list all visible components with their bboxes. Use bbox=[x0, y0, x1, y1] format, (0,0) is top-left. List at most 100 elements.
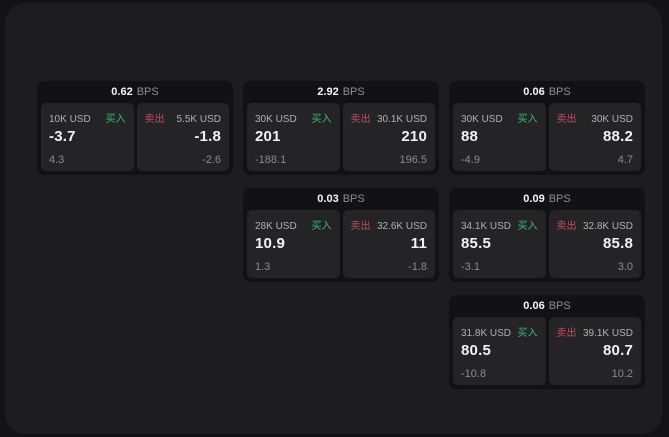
sell-quote-tile[interactable]: 卖出 30K USD 88.2 4.7 bbox=[548, 103, 641, 171]
quote-card[interactable]: 0.06 BPS 31.8K USD 买入 80.5 -10.8 卖出 39.1… bbox=[449, 295, 645, 389]
buy-price-value: 88 bbox=[461, 128, 479, 145]
spread-header: 0.06 BPS bbox=[453, 295, 641, 317]
buy-side-label: 买入 bbox=[105, 114, 126, 125]
sell-side-label: 卖出 bbox=[556, 221, 577, 232]
spread-unit-label: BPS bbox=[548, 193, 571, 205]
quote-card-body: 10K USD 买入 -3.7 4.3 卖出 5.5K USD -1.8 -2.… bbox=[41, 103, 229, 171]
quote-card-body: 34.1K USD 买入 85.5 -3.1 卖出 32.8K USD 85.8… bbox=[453, 210, 641, 278]
quote-card[interactable]: 0.62 BPS 10K USD 买入 -3.7 4.3 卖出 5.5K USD… bbox=[37, 81, 233, 175]
sell-tile-top-row: 卖出 30.1K USD bbox=[351, 110, 428, 125]
sell-size-label: 5.5K USD bbox=[176, 114, 221, 125]
buy-side-label: 买入 bbox=[311, 114, 332, 125]
spread-unit-label: BPS bbox=[548, 86, 571, 98]
buy-change-value: -4.9 bbox=[461, 154, 480, 166]
buy-tile-top-row: 28K USD 买入 bbox=[255, 217, 332, 232]
spread-value: 0.06 bbox=[523, 86, 545, 98]
buy-change-value: -10.8 bbox=[461, 368, 487, 380]
buy-quote-tile[interactable]: 30K USD 买入 201 -188.1 bbox=[247, 103, 340, 171]
quote-card-body: 30K USD 买入 88 -4.9 卖出 30K USD 88.2 4.7 bbox=[453, 103, 641, 171]
buy-size-label: 31.8K USD bbox=[461, 328, 512, 339]
buy-tile-top-row: 31.8K USD 买入 bbox=[461, 324, 538, 339]
sell-change-value: -1.8 bbox=[408, 261, 427, 273]
spread-value: 0.06 bbox=[523, 300, 545, 312]
sell-tile-top-row: 卖出 39.1K USD bbox=[557, 324, 634, 339]
sell-tile-top-row: 卖出 30K USD bbox=[557, 110, 634, 125]
sell-quote-tile[interactable]: 卖出 30.1K USD 210 196.5 bbox=[342, 103, 435, 171]
spread-header: 0.06 BPS bbox=[453, 81, 641, 103]
buy-change-value: -188.1 bbox=[255, 154, 287, 166]
spread-unit-label: BPS bbox=[548, 300, 571, 312]
sell-tile-top-row: 卖出 32.6K USD bbox=[351, 217, 428, 232]
buy-tile-top-row: 10K USD 买入 bbox=[49, 110, 126, 125]
sell-size-label: 39.1K USD bbox=[582, 328, 633, 339]
spread-value: 0.03 bbox=[317, 193, 339, 205]
sell-side-label: 卖出 bbox=[556, 114, 577, 125]
buy-size-label: 28K USD bbox=[255, 221, 297, 232]
sell-size-label: 32.6K USD bbox=[376, 221, 427, 232]
buy-side-label: 买入 bbox=[311, 221, 332, 232]
sell-side-label: 卖出 bbox=[144, 114, 165, 125]
sell-price-value: -1.8 bbox=[194, 128, 221, 145]
quote-card[interactable]: 2.92 BPS 30K USD 买入 201 -188.1 卖出 30.1K … bbox=[243, 81, 439, 175]
quote-card[interactable]: 0.09 BPS 34.1K USD 买入 85.5 -3.1 卖出 32.8K… bbox=[449, 188, 645, 282]
sell-quote-tile[interactable]: 卖出 5.5K USD -1.8 -2.6 bbox=[136, 103, 229, 171]
buy-change-value: 1.3 bbox=[255, 261, 271, 273]
spread-header: 2.92 BPS bbox=[247, 81, 435, 103]
buy-side-label: 买入 bbox=[517, 221, 538, 232]
sell-size-label: 30K USD bbox=[591, 114, 633, 125]
sell-price-value: 80.7 bbox=[603, 342, 633, 359]
buy-size-label: 34.1K USD bbox=[461, 221, 512, 232]
buy-quote-tile[interactable]: 10K USD 买入 -3.7 4.3 bbox=[41, 103, 134, 171]
buy-price-value: 85.5 bbox=[461, 235, 491, 252]
buy-quote-tile[interactable]: 30K USD 买入 88 -4.9 bbox=[453, 103, 546, 171]
buy-quote-tile[interactable]: 28K USD 买入 10.9 1.3 bbox=[247, 210, 340, 278]
quote-card-body: 28K USD 买入 10.9 1.3 卖出 32.6K USD 11 -1.8 bbox=[247, 210, 435, 278]
sell-change-value: 3.0 bbox=[617, 261, 633, 273]
sell-price-value: 85.8 bbox=[603, 235, 633, 252]
buy-size-label: 30K USD bbox=[255, 114, 297, 125]
spread-value: 2.92 bbox=[317, 86, 339, 98]
buy-tile-top-row: 30K USD 买入 bbox=[461, 110, 538, 125]
spread-header: 0.62 BPS bbox=[41, 81, 229, 103]
sell-change-value: -2.6 bbox=[202, 154, 221, 166]
buy-price-value: -3.7 bbox=[49, 128, 76, 145]
sell-size-label: 32.8K USD bbox=[582, 221, 633, 232]
sell-quote-tile[interactable]: 卖出 39.1K USD 80.7 10.2 bbox=[548, 317, 641, 385]
quote-card-body: 30K USD 买入 201 -188.1 卖出 30.1K USD 210 1… bbox=[247, 103, 435, 171]
buy-price-value: 201 bbox=[255, 128, 281, 145]
sell-price-value: 11 bbox=[410, 235, 427, 252]
buy-price-value: 80.5 bbox=[461, 342, 491, 359]
sell-change-value: 4.7 bbox=[617, 154, 633, 166]
sell-price-value: 210 bbox=[401, 128, 427, 145]
buy-quote-tile[interactable]: 34.1K USD 买入 85.5 -3.1 bbox=[453, 210, 546, 278]
quote-card[interactable]: 0.03 BPS 28K USD 买入 10.9 1.3 卖出 32.6K US… bbox=[243, 188, 439, 282]
buy-size-label: 30K USD bbox=[461, 114, 503, 125]
buy-price-value: 10.9 bbox=[255, 235, 285, 252]
cards-grid: 0.62 BPS 10K USD 买入 -3.7 4.3 卖出 5.5K USD… bbox=[37, 81, 645, 389]
sell-quote-tile[interactable]: 卖出 32.6K USD 11 -1.8 bbox=[342, 210, 435, 278]
sell-tile-top-row: 卖出 32.8K USD bbox=[557, 217, 634, 232]
spread-value: 0.62 bbox=[111, 86, 133, 98]
spread-value: 0.09 bbox=[523, 193, 545, 205]
spread-unit-label: BPS bbox=[136, 86, 159, 98]
sell-side-label: 卖出 bbox=[556, 328, 577, 339]
sell-change-value: 196.5 bbox=[399, 154, 427, 166]
sell-side-label: 卖出 bbox=[350, 221, 371, 232]
buy-tile-top-row: 34.1K USD 买入 bbox=[461, 217, 538, 232]
spread-unit-label: BPS bbox=[342, 86, 365, 98]
quote-card[interactable]: 0.06 BPS 30K USD 买入 88 -4.9 卖出 30K USD 8… bbox=[449, 81, 645, 175]
buy-side-label: 买入 bbox=[517, 328, 538, 339]
quote-card-body: 31.8K USD 买入 80.5 -10.8 卖出 39.1K USD 80.… bbox=[453, 317, 641, 385]
sell-quote-tile[interactable]: 卖出 32.8K USD 85.8 3.0 bbox=[548, 210, 641, 278]
buy-quote-tile[interactable]: 31.8K USD 买入 80.5 -10.8 bbox=[453, 317, 546, 385]
sell-change-value: 10.2 bbox=[611, 368, 633, 380]
quotes-panel: 0.62 BPS 10K USD 买入 -3.7 4.3 卖出 5.5K USD… bbox=[5, 3, 662, 434]
spread-header: 0.03 BPS bbox=[247, 188, 435, 210]
buy-change-value: -3.1 bbox=[461, 261, 480, 273]
buy-size-label: 10K USD bbox=[49, 114, 91, 125]
spread-unit-label: BPS bbox=[342, 193, 365, 205]
sell-price-value: 88.2 bbox=[603, 128, 633, 145]
sell-size-label: 30.1K USD bbox=[376, 114, 427, 125]
sell-tile-top-row: 卖出 5.5K USD bbox=[145, 110, 222, 125]
sell-side-label: 卖出 bbox=[350, 114, 371, 125]
